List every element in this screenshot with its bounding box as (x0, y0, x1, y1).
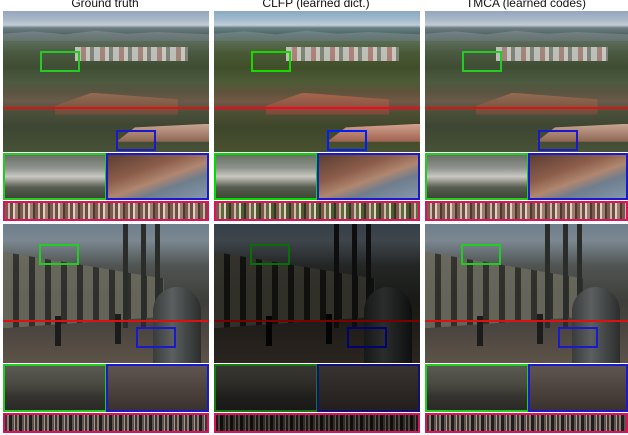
zoom-box-green (40, 51, 80, 72)
zoom-inset-green (3, 153, 107, 200)
zoom-box-blue (136, 327, 176, 348)
zoom-inset-blue (528, 364, 628, 412)
scanline-marker (425, 107, 628, 109)
zoom-inset-blue (317, 364, 420, 412)
arcade-image-clfp (214, 224, 420, 363)
zoom-inset-green (425, 153, 529, 200)
column-title-clfp: CLFP (learned dict.) (262, 0, 370, 10)
scanline-strip (425, 201, 628, 221)
zoom-box-blue (116, 130, 156, 151)
zoom-box-green (250, 244, 290, 265)
arcade-image-ground-truth (3, 224, 209, 363)
scanline-marker (425, 320, 628, 322)
scanline-strip (3, 201, 209, 221)
zoom-box-blue (347, 327, 387, 348)
zoom-box-green (251, 51, 291, 72)
zoom-inset-green (214, 364, 318, 412)
zoom-box-green (39, 244, 79, 265)
zoom-inset-blue (106, 153, 209, 200)
scanline-strip (425, 413, 628, 433)
arcade-image-tmca (425, 224, 628, 363)
scanline-strip (3, 413, 209, 433)
campus-image-ground-truth (3, 11, 209, 152)
column-title-tmca: TMCA (learned codes) (465, 0, 587, 10)
scanline-strip (214, 413, 420, 433)
zoom-inset-green (3, 364, 107, 412)
zoom-box-green (461, 244, 501, 265)
zoom-box-blue (538, 130, 578, 151)
zoom-inset-blue (106, 364, 209, 412)
zoom-inset-blue (317, 153, 420, 200)
zoom-box-green (462, 51, 502, 72)
column-title-ground-truth: Ground truth (71, 0, 139, 10)
scanline-marker (3, 320, 209, 322)
zoom-inset-green (425, 364, 529, 412)
scanline-marker (3, 107, 209, 109)
campus-image-tmca (425, 11, 628, 152)
scanline-strip (214, 201, 420, 221)
campus-image-clfp (214, 11, 420, 152)
zoom-inset-green (214, 153, 318, 200)
zoom-box-blue (327, 130, 367, 151)
scanline-marker (214, 107, 420, 109)
zoom-box-blue (558, 327, 598, 348)
scanline-marker (214, 320, 420, 322)
zoom-inset-blue (528, 153, 628, 200)
